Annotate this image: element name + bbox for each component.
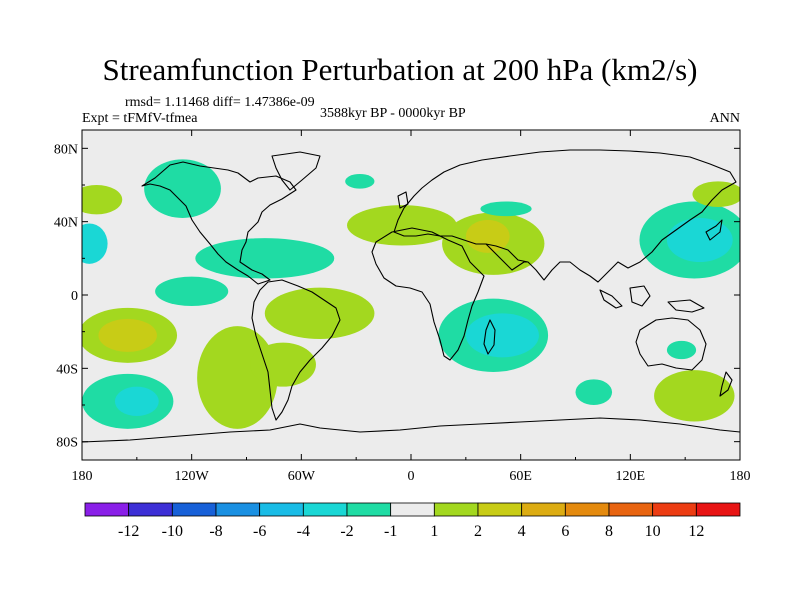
coast-new-guinea	[667, 299, 705, 313]
anomaly-region	[465, 219, 510, 253]
anomaly-region	[114, 386, 159, 417]
colorbar-label: -10	[162, 523, 183, 540]
y-tick-label: 80N	[54, 142, 78, 157]
colorbar-swatch	[695, 502, 741, 517]
coast-australia	[635, 317, 707, 371]
anomaly-region	[144, 159, 221, 219]
y-tick-label: 0	[71, 289, 78, 304]
coast-africa	[371, 227, 485, 361]
colorbar-label: 4	[518, 523, 526, 540]
anomaly-region	[654, 370, 735, 422]
colorbar-swatch	[215, 502, 261, 517]
x-axis: 180 120W 60W 0 60E 120E 180	[72, 130, 751, 484]
colorbar-label: -1	[384, 523, 397, 540]
colorbar-label: 6	[561, 523, 569, 540]
colorbar-swatch	[521, 502, 566, 517]
anomaly-region	[264, 287, 375, 340]
colorbar-label: 1	[430, 523, 438, 540]
colorbar-label: 12	[688, 523, 704, 540]
y-tick-label: 40S	[56, 362, 78, 377]
period-label: 3588kyr BP - 0000kyr BP	[320, 106, 466, 121]
season-label: ANN	[709, 111, 740, 126]
colorbar-swatch	[608, 502, 654, 517]
colorbar-label: 2	[474, 523, 482, 540]
colorbar-swatch	[433, 502, 479, 517]
colorbar-swatch	[477, 502, 523, 517]
anomaly-region	[82, 223, 108, 264]
colorbar: -12 -10 -8 -6 -4 -2 -1 1 2 4 6 8 10 12	[84, 502, 741, 540]
coast-eurasia	[393, 149, 737, 283]
coast-north-america	[141, 161, 297, 285]
colorbar-swatch	[564, 502, 610, 517]
anomaly-region	[155, 276, 229, 307]
coast-south-america	[251, 279, 341, 421]
anomaly-region	[347, 205, 457, 246]
coast-madagascar	[483, 319, 496, 355]
colorbar-label: -8	[209, 523, 222, 540]
colorbar-label: -6	[253, 523, 266, 540]
chart-title: Streamfunction Perturbation at 200 hPa (…	[102, 52, 698, 87]
anomaly-region	[692, 181, 740, 207]
x-tick-label: 120W	[175, 469, 210, 484]
anomaly-region	[195, 238, 335, 279]
colorbar-swatch	[390, 502, 435, 517]
anomaly-region	[345, 174, 375, 189]
coast-borneo	[629, 285, 651, 307]
x-tick-label: 120E	[616, 469, 646, 484]
colorbar-swatch	[302, 502, 348, 517]
anomaly-region	[666, 218, 733, 262]
anomaly-region	[250, 342, 316, 387]
anomaly-region	[82, 185, 123, 215]
y-tick-label: 40N	[54, 216, 78, 231]
colorbar-swatch	[652, 502, 697, 517]
colorbar-swatch	[259, 502, 304, 517]
coast-japan	[705, 219, 723, 241]
colorbar-swatch	[171, 502, 217, 517]
y-tick-label: 80S	[56, 436, 78, 451]
coast-arabia	[485, 243, 528, 271]
coast-antarctica	[82, 417, 740, 443]
coast-greenland	[271, 151, 321, 191]
coastlines	[82, 149, 740, 443]
colorbar-swatch	[346, 502, 392, 517]
colorbar-swatch	[84, 502, 130, 517]
x-tick-label: 60W	[288, 469, 316, 484]
x-tick-label: 60E	[509, 469, 532, 484]
stats-label: rmsd= 1.11468 diff= 1.47386e-09	[125, 95, 315, 110]
colorbar-label: 8	[605, 523, 613, 540]
coast-new-zealand	[719, 371, 733, 397]
anomaly-region	[480, 201, 532, 217]
anomaly-region	[666, 340, 697, 360]
x-tick-label: 0	[408, 469, 415, 484]
colorbar-label: -12	[118, 523, 139, 540]
colorbar-swatch	[128, 502, 173, 517]
anomaly-region	[465, 313, 539, 358]
anomaly-field	[82, 159, 740, 429]
coast-sumatra	[599, 289, 623, 309]
x-tick-label: 180	[72, 469, 93, 484]
anomaly-region	[116, 326, 146, 345]
x-tick-label: 180	[730, 469, 751, 484]
experiment-label: Expt = tFMfV-tfmea	[82, 111, 198, 126]
colorbar-label: -4	[297, 523, 310, 540]
colorbar-label: 10	[645, 523, 661, 540]
y-axis: 80N 40N 0 40S 80S	[54, 142, 740, 451]
colorbar-label: -2	[340, 523, 353, 540]
anomaly-region	[575, 379, 613, 405]
coast-uk	[397, 191, 409, 209]
